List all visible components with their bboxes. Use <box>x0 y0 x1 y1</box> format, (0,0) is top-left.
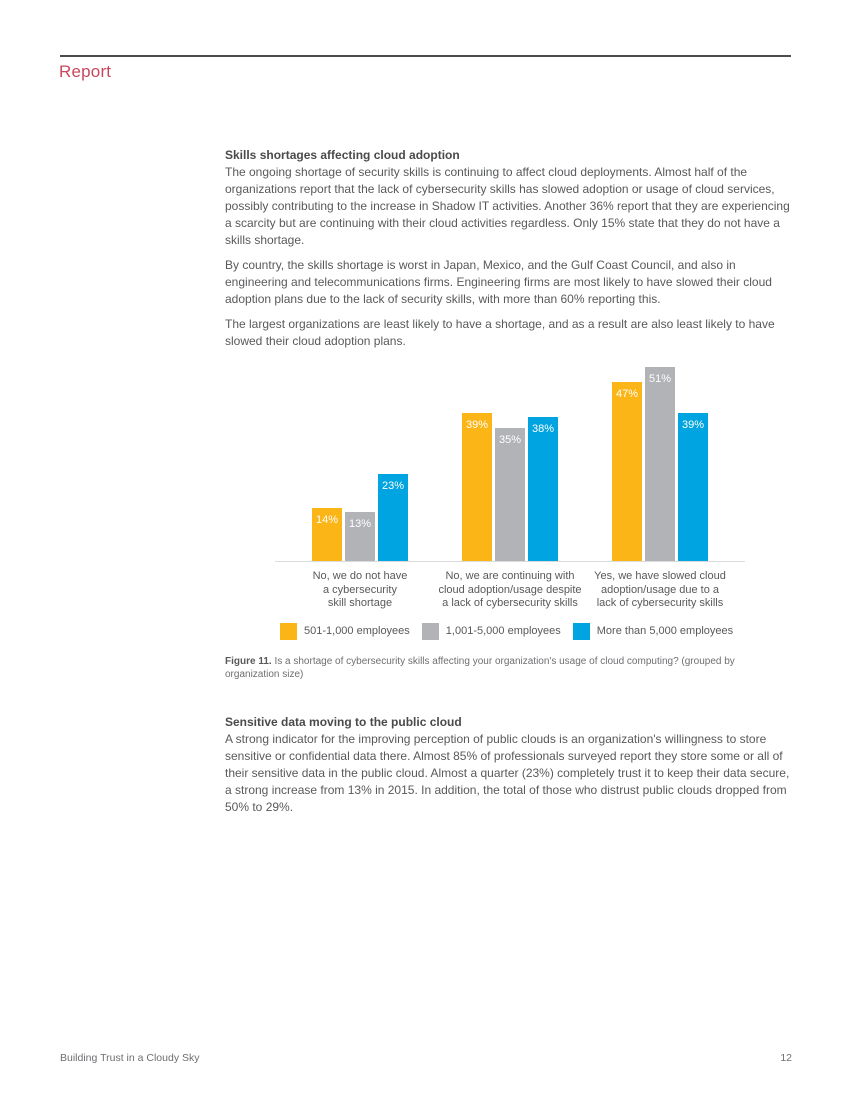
page-title: Report <box>59 62 112 81</box>
footer-document-title: Building Trust in a Cloudy Sky <box>60 1052 200 1064</box>
category-label: No, we do not have a cybersecurity skill s… <box>312 570 408 609</box>
legend-label: 501-1,000 employees <box>304 625 410 637</box>
bar-value-label: 38% <box>531 423 555 435</box>
bar-value-label: 39% <box>465 419 489 431</box>
bar-1-001-5-000-employees: 35% <box>495 428 525 561</box>
category-label: No, we are continuing with cloud adoption… <box>438 570 582 609</box>
bar-value-label: 23% <box>381 480 405 492</box>
page-footer: Building Trust in a Cloudy Sky 12 <box>60 1052 792 1064</box>
figure-caption-label: Figure 11. <box>225 655 272 667</box>
bar-501-1-000-employees: 14% <box>312 508 342 561</box>
section-heading-sensitive-data: Sensitive data moving to the public clou… <box>225 714 462 729</box>
chart-baseline <box>275 561 745 562</box>
bar-value-label: 47% <box>615 388 639 400</box>
legend-label: More than 5,000 employees <box>596 625 734 637</box>
bar-more-than-5-000-employees: 38% <box>528 417 558 561</box>
chart-legend: 501-1,000 employees 1,001-5,000 employees… <box>280 622 745 640</box>
legend-swatch <box>421 622 439 640</box>
header-rule <box>60 55 791 57</box>
section-sensitive-data: Sensitive data moving to the public clou… <box>225 714 792 816</box>
bar-501-1-000-employees: 39% <box>462 413 492 561</box>
bar-group: 39% 35% 38% <box>435 365 585 561</box>
legend-label: 1,001-5,000 employees <box>445 625 561 637</box>
footer-page-number: 12 <box>780 1052 792 1064</box>
bar-more-than-5-000-employees: 23% <box>378 474 408 561</box>
bar-chart-groups: 14% 13% 23% 39% 35% 38% 47% 51% 39% <box>285 365 735 561</box>
figure-caption-text: Is a shortage of cybersecurity skills af… <box>225 655 735 680</box>
legend-swatch <box>280 622 297 640</box>
bar-group: 47% 51% 39% <box>585 365 735 561</box>
bar-more-than-5-000-employees: 39% <box>678 413 708 561</box>
bar-value-label: 13% <box>348 518 372 530</box>
paragraph: The ongoing shortage of security skills … <box>225 165 790 247</box>
legend-item: 501-1,000 employees <box>280 622 410 640</box>
bar-chart: 14% 13% 23% 39% 35% 38% 47% 51% 39% No, we do no… <box>275 365 745 640</box>
section-heading-skills-shortages: Skills shortages affecting cloud adoptio… <box>225 148 460 162</box>
legend-item: 1,001-5,000 employees <box>421 622 561 640</box>
bar-value-label: 35% <box>498 434 522 446</box>
bar-group: 14% 13% 23% <box>285 365 435 561</box>
legend-swatch <box>572 622 590 640</box>
figure-11: 14% 13% 23% 39% 35% 38% 47% 51% 39% No, we do no… <box>225 365 792 681</box>
content-column: Skills shortages affecting cloud adoptio… <box>225 147 792 824</box>
paragraph: A strong indicator for the improving per… <box>225 731 790 814</box>
figure-caption: Figure 11. Is a shortage of cybersecurit… <box>225 655 792 681</box>
paragraph: The largest organizations are least like… <box>225 317 775 348</box>
legend-item: More than 5,000 employees <box>572 622 734 640</box>
category-labels: No, we do not have a cybersecurity skill s… <box>285 570 735 611</box>
bar-value-label: 51% <box>648 373 672 385</box>
category-label: Yes, we have slowed cloud adoption/usage … <box>594 570 726 609</box>
bar-value-label: 14% <box>315 514 339 526</box>
bar-value-label: 39% <box>681 419 705 431</box>
bar-1-001-5-000-employees: 51% <box>645 367 675 561</box>
bar-501-1-000-employees: 47% <box>612 382 642 561</box>
paragraph: By country, the skills shortage is worst… <box>225 258 772 306</box>
bar-1-001-5-000-employees: 13% <box>345 512 375 561</box>
